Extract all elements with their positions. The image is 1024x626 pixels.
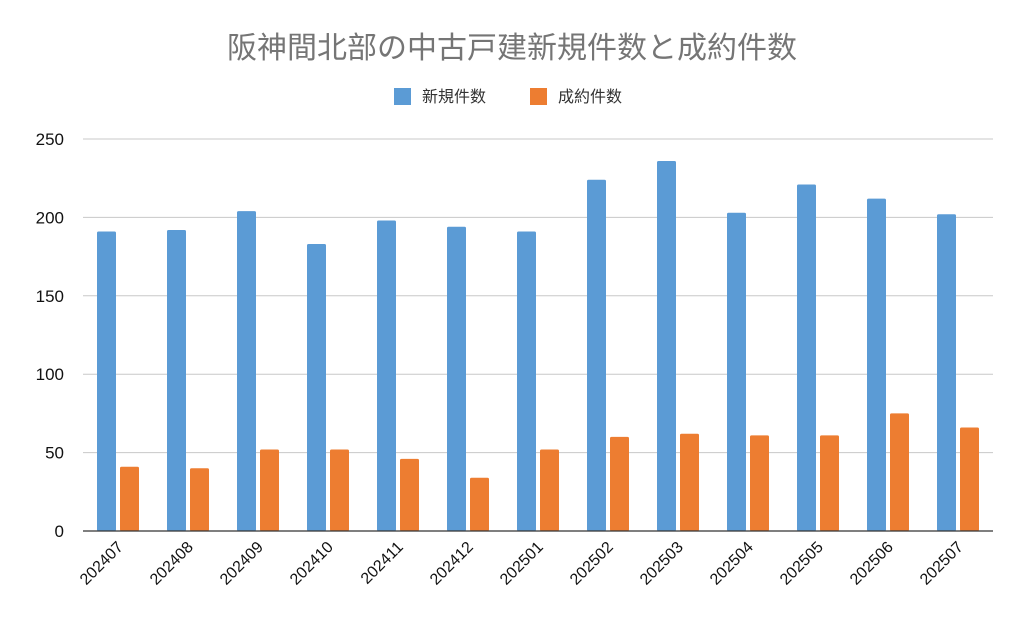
y-tick-label: 100 xyxy=(36,365,64,384)
bar-new-listings xyxy=(937,214,956,532)
bar-closed-deals xyxy=(400,458,419,531)
gridlines xyxy=(83,138,993,454)
x-axis-ticks: 202407 202408 202409 202410 202411 202412 2025… xyxy=(77,539,967,589)
y-tick-label: 200 xyxy=(36,208,64,227)
bar-new-listings xyxy=(517,231,536,531)
legend-item: 成約件数 xyxy=(530,87,622,106)
bar-closed-deals xyxy=(750,435,769,531)
y-tick-label: 50 xyxy=(45,444,64,463)
x-tick-label: 202409 xyxy=(217,539,267,589)
bar-new-listings xyxy=(797,184,816,532)
y-axis-ticks: 0 50 100 150 200 250 xyxy=(36,130,64,541)
bar-new-listings xyxy=(97,231,116,531)
chart-title: 阪神間北部の中古戸建新規件数と成約件数 xyxy=(227,31,797,66)
x-tick-label: 202507 xyxy=(917,539,967,589)
bar-new-listings xyxy=(237,211,256,532)
x-tick-label: 202503 xyxy=(637,539,687,589)
legend: 新規件数 成約件数 xyxy=(394,87,622,106)
bar-new-listings xyxy=(867,198,886,532)
bar-new-listings xyxy=(657,160,676,531)
bar-closed-deals xyxy=(260,449,279,531)
x-tick-label: 202502 xyxy=(567,539,617,589)
bar-new-listings xyxy=(167,229,186,531)
bar-closed-deals xyxy=(190,468,209,531)
bars xyxy=(97,160,979,532)
x-tick-label: 202505 xyxy=(777,539,827,589)
bar-closed-deals xyxy=(540,449,559,531)
legend-label: 新規件数 xyxy=(422,87,486,106)
bar-closed-deals xyxy=(820,435,839,531)
x-tick-label: 202410 xyxy=(287,539,337,589)
bar-new-listings xyxy=(727,212,746,532)
bar-closed-deals xyxy=(890,413,909,531)
x-tick-label: 202504 xyxy=(707,539,757,589)
bar-new-listings xyxy=(587,179,606,531)
bar-closed-deals xyxy=(120,466,139,531)
x-tick-label: 202408 xyxy=(147,539,197,589)
y-tick-label: 250 xyxy=(36,130,64,149)
legend-item: 新規件数 xyxy=(394,87,486,106)
legend-label: 成約件数 xyxy=(558,87,622,106)
y-tick-label: 150 xyxy=(36,287,64,306)
x-tick-label: 202506 xyxy=(847,539,897,589)
bar-closed-deals xyxy=(960,427,979,531)
bar-new-listings xyxy=(307,244,326,531)
x-tick-label: 202501 xyxy=(497,539,547,589)
bar-new-listings xyxy=(377,220,396,531)
y-tick-label: 0 xyxy=(55,522,64,541)
bar-closed-deals xyxy=(470,477,489,531)
bar-new-listings xyxy=(447,226,466,532)
bar-closed-deals xyxy=(330,449,349,531)
x-tick-label: 202407 xyxy=(77,539,127,589)
legend-swatch xyxy=(530,88,547,105)
bar-closed-deals xyxy=(610,436,629,531)
legend-swatch xyxy=(394,88,411,105)
x-tick-label: 202412 xyxy=(427,539,477,589)
bar-closed-deals xyxy=(680,433,699,531)
x-tick-label: 202411 xyxy=(358,539,407,588)
